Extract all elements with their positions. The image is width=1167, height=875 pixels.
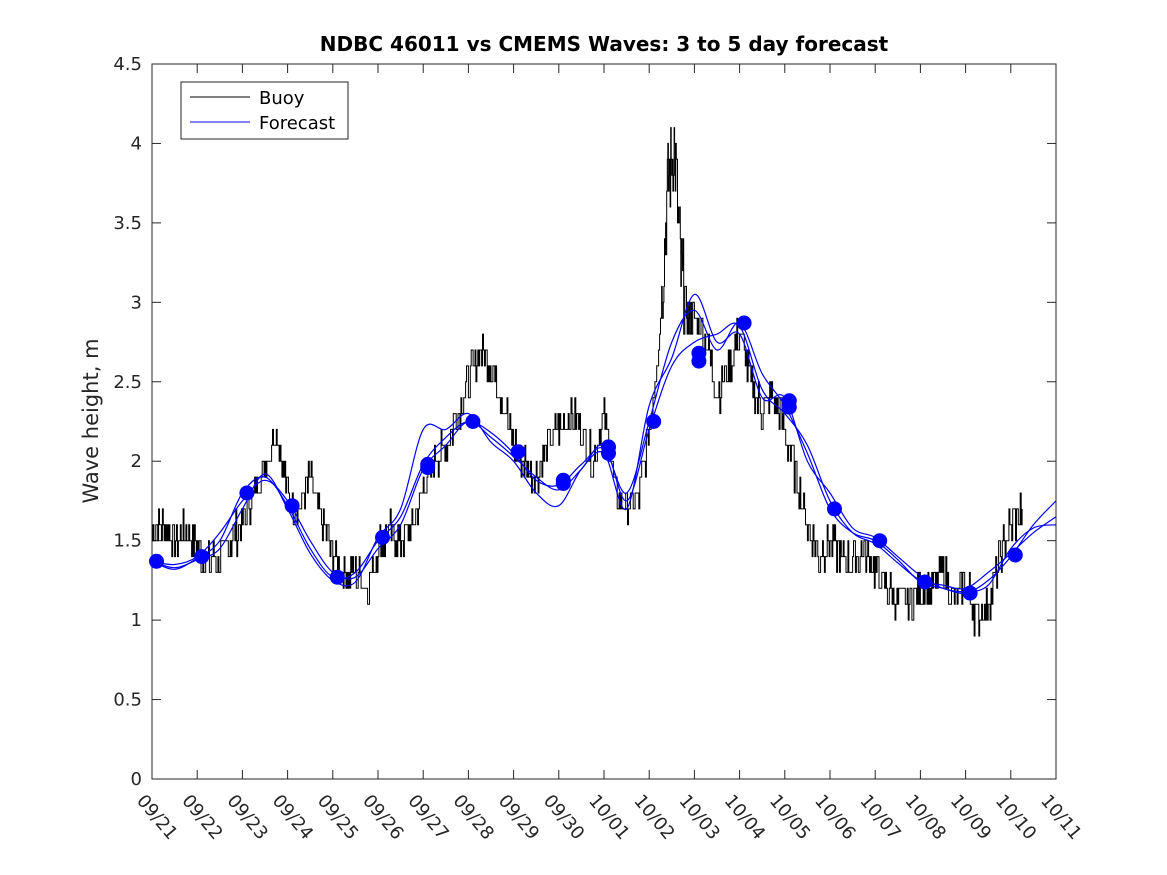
- forecast-marker: [465, 414, 481, 429]
- forecast-marker: [1007, 547, 1023, 563]
- y-tick-label: 2: [131, 451, 142, 472]
- legend-buoy-label: Buoy: [259, 88, 305, 109]
- forecast-marker: [691, 353, 707, 369]
- y-tick-label: 4: [131, 133, 142, 154]
- forecast-marker: [736, 315, 752, 331]
- forecast-marker: [329, 569, 345, 585]
- forecast-marker: [510, 444, 526, 460]
- forecast-marker: [194, 549, 210, 565]
- forecast-marker: [239, 485, 255, 501]
- forecast-marker: [917, 574, 933, 590]
- forecast-marker: [872, 533, 888, 549]
- legend-forecast-label: Forecast: [259, 113, 335, 134]
- forecast-marker: [284, 498, 300, 514]
- legend: Buoy Forecast: [180, 81, 349, 140]
- y-axis-label: Wave height, m: [79, 338, 103, 503]
- y-tick-label: 3: [131, 292, 142, 313]
- y-tick-label: 0.5: [113, 690, 142, 711]
- forecast-marker: [601, 439, 616, 455]
- y-tick-label: 1.5: [113, 531, 142, 552]
- buoy-series-line: [152, 127, 1023, 637]
- y-tick-label: 3.5: [113, 213, 142, 234]
- forecast-marker: [781, 393, 797, 409]
- forecast-marker: [646, 414, 662, 429]
- forecast-marker: [375, 530, 390, 545]
- forecast-marker: [555, 476, 571, 491]
- chart-title: NDBC 46011 vs CMEMS Waves: 3 to 5 day fo…: [320, 32, 889, 56]
- forecast-marker: [149, 553, 164, 569]
- forecast-marker: [827, 501, 842, 517]
- y-tick-label: 2.5: [113, 372, 142, 393]
- y-tick-label: 4.5: [113, 54, 142, 75]
- forecast-marker: [962, 585, 978, 601]
- legend-box: [180, 81, 349, 140]
- y-tick-label: 0: [131, 769, 142, 790]
- forecast-marker: [420, 460, 436, 476]
- y-tick-label: 1: [131, 610, 142, 631]
